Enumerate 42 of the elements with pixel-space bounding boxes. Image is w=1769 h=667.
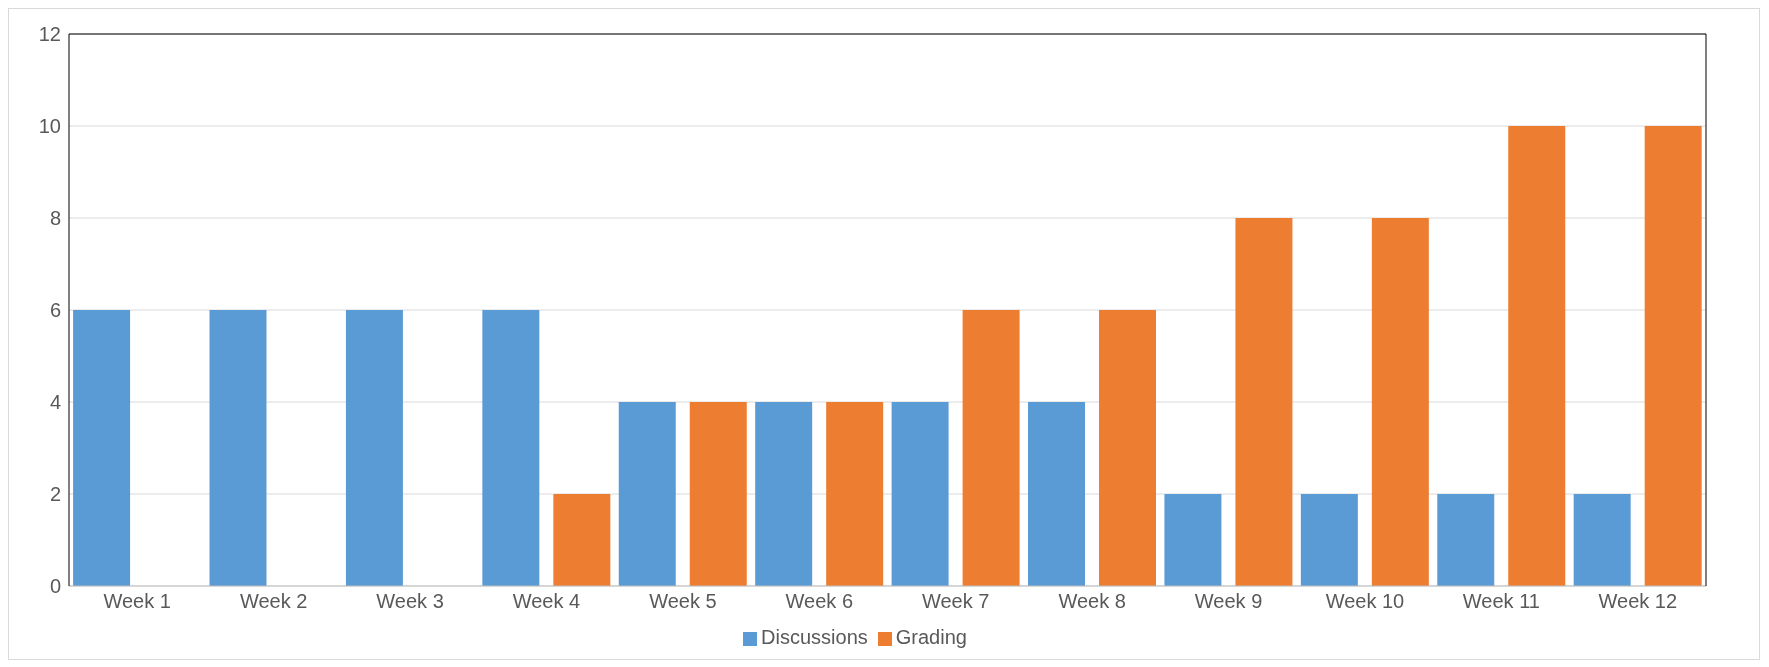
x-tick-label: Week 7 (921, 590, 990, 613)
y-tick-label: 0 (49, 575, 61, 598)
bar (1371, 218, 1429, 586)
bar (689, 402, 747, 586)
bar (618, 402, 676, 586)
y-tick-label: 8 (49, 207, 61, 230)
bar (1644, 126, 1702, 586)
legend-label: Discussions (761, 626, 868, 648)
x-tick-label: Week 2 (239, 590, 308, 613)
bar (1235, 218, 1293, 586)
bar (1028, 402, 1086, 586)
bar (345, 310, 403, 586)
x-tick-label: Week 1 (103, 590, 171, 613)
x-tick-label: Week 8 (1058, 590, 1126, 613)
bar (962, 310, 1020, 586)
y-tick-label: 6 (49, 299, 61, 322)
bar (1164, 494, 1222, 586)
y-tick-label: 4 (49, 391, 61, 414)
x-tick-label: Week 12 (1598, 590, 1678, 613)
bar (209, 310, 267, 586)
bar (1300, 494, 1358, 586)
x-tick-label: Week 11 (1462, 590, 1540, 613)
bar (482, 310, 540, 586)
bar (1508, 126, 1566, 586)
bar (553, 494, 611, 586)
x-tick-label: Week 9 (1194, 590, 1263, 613)
x-tick-label: Week 5 (649, 590, 717, 613)
x-tick-label: Week 6 (785, 590, 854, 613)
y-tick-label: 12 (38, 23, 61, 46)
bar (826, 402, 884, 586)
x-tick-label: Week 4 (512, 590, 581, 613)
x-tick-label: Week 3 (376, 590, 444, 613)
bar (1437, 494, 1495, 586)
y-tick-label: 2 (49, 483, 61, 506)
x-tick-label: Week 10 (1325, 590, 1405, 613)
bar (891, 402, 949, 586)
bar (1573, 494, 1631, 586)
bar (73, 310, 131, 586)
y-tick-label: 10 (38, 115, 61, 138)
bar (1099, 310, 1157, 586)
bar (755, 402, 813, 586)
legend-label: Grading (895, 626, 967, 648)
